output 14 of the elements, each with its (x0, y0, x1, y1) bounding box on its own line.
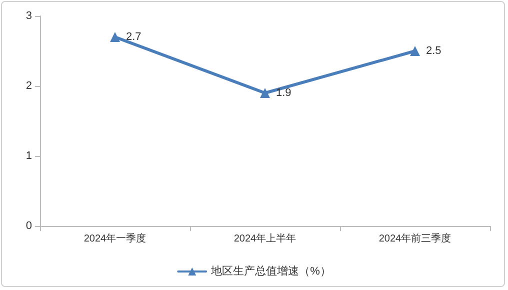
y-tick-label: 0 (26, 220, 32, 232)
y-tick-label: 1 (26, 150, 32, 162)
x-tick-label: 2024年前三季度 (378, 232, 452, 244)
x-tick-label: 2024年一季度 (84, 232, 146, 244)
point (110, 32, 120, 42)
data-label: 2.5 (426, 45, 442, 57)
y-tick-label: 2 (26, 80, 32, 92)
data-label: 1.9 (276, 87, 292, 99)
point (260, 88, 270, 98)
legend-label: 地区生产总值增速（%） (210, 264, 331, 278)
point (410, 46, 420, 56)
x-tick-label: 2024年上半年 (234, 232, 296, 244)
data-label: 2.7 (126, 31, 142, 43)
y-tick-label: 3 (26, 10, 32, 22)
